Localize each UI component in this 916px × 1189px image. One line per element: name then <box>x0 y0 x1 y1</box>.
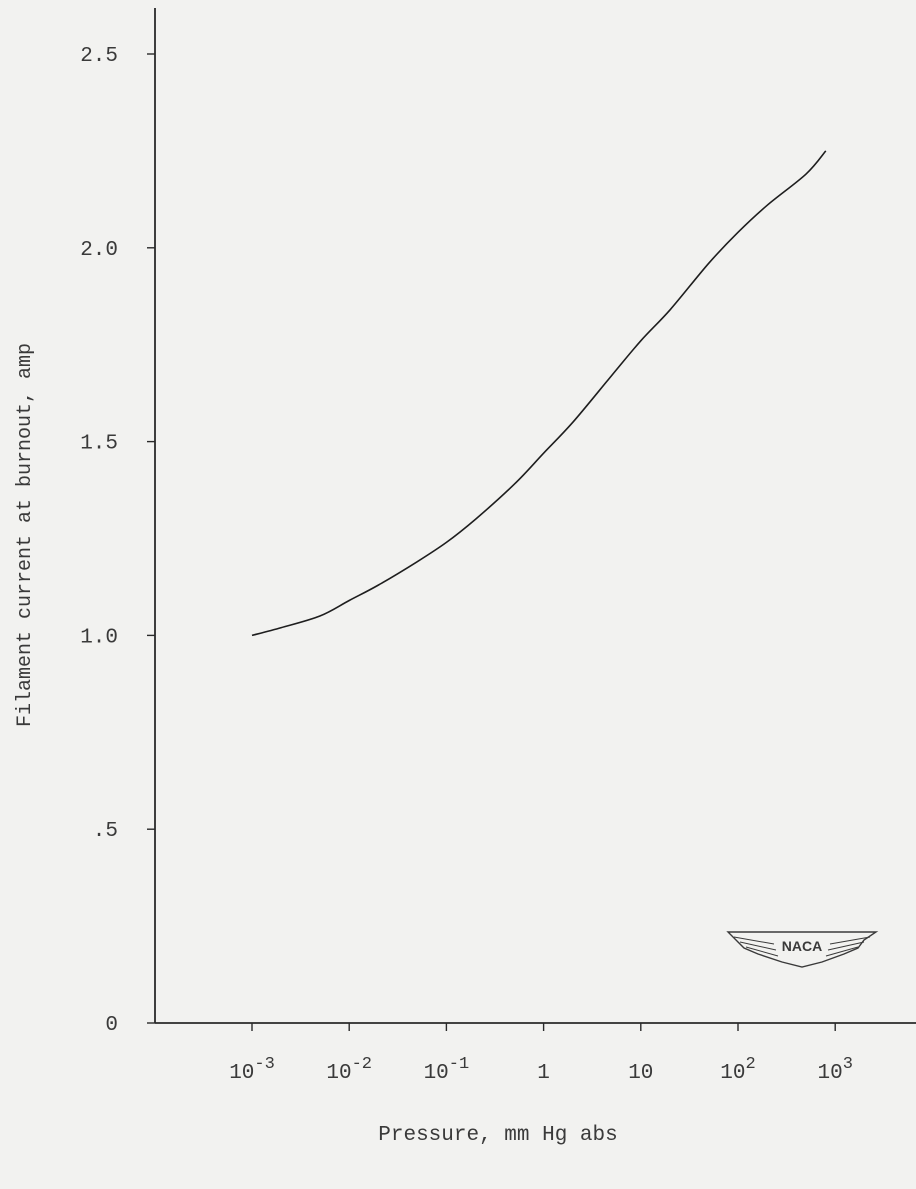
x-tick-label: 102 <box>720 1055 755 1085</box>
naca-logo-text: NACA <box>782 938 822 954</box>
y-tick-label: 2.5 <box>80 45 118 68</box>
x-tick-base: 10 <box>817 1062 842 1085</box>
x-tick-exponent: 2 <box>746 1055 756 1074</box>
x-tick-base: 10 <box>720 1062 745 1085</box>
x-tick-label: 10-1 <box>424 1055 470 1085</box>
axes <box>154 8 916 1024</box>
y-tick-label: 1.5 <box>80 433 118 456</box>
x-tick-exponent: -1 <box>449 1055 469 1074</box>
x-tick-base: 10 <box>628 1062 653 1085</box>
y-axis-label: Filament current at burnout, amp <box>14 343 37 727</box>
x-tick-base: 10 <box>424 1062 449 1085</box>
x-tick-label: 103 <box>817 1055 852 1085</box>
x-ticks: 10-3 10-2 10-1 1 10 102 103 <box>229 1023 853 1085</box>
y-tick-label: 1.0 <box>80 626 118 649</box>
x-tick-label: 10-3 <box>229 1055 275 1085</box>
x-tick-exponent: 3 <box>843 1055 853 1074</box>
y-ticks: 0 .5 1.0 1.5 2.0 2.5 <box>80 45 155 1037</box>
x-tick-exponent: -3 <box>254 1055 274 1074</box>
x-tick-label: 10-2 <box>326 1055 372 1085</box>
x-tick-exponent: -2 <box>352 1055 372 1074</box>
x-axis-label: Pressure, mm Hg abs <box>378 1124 617 1147</box>
x-tick-base: 1 <box>537 1062 550 1085</box>
x-tick-label: 1 <box>537 1062 550 1085</box>
x-tick-base: 10 <box>229 1062 254 1085</box>
naca-wings-logo: NACA <box>726 931 879 968</box>
series-line <box>251 150 827 637</box>
series <box>251 150 827 637</box>
y-tick-label: 0 <box>105 1014 118 1037</box>
y-tick-label: .5 <box>93 820 118 843</box>
x-tick-label: 10 <box>628 1062 653 1085</box>
y-tick-label: 2.0 <box>80 239 118 262</box>
x-tick-base: 10 <box>326 1062 351 1085</box>
